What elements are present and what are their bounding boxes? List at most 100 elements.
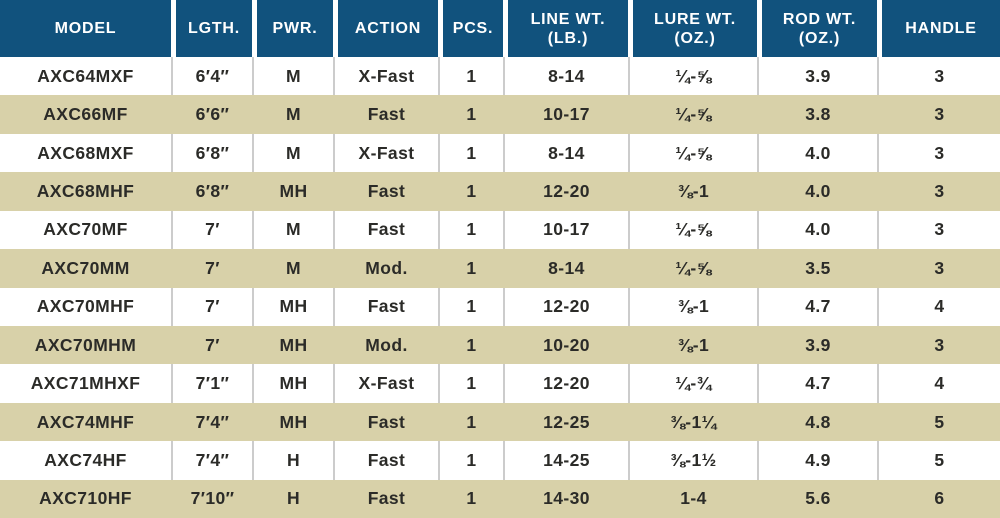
table-row: AXC68MXF 6′8″ M X-Fast 1 8-14 ¼-⅝ 4.0 3 [0, 133, 1000, 173]
cell-action: Fast [333, 402, 438, 442]
cell-pcs: 1 [438, 172, 503, 211]
cell-handle: 4 [877, 364, 1000, 403]
cell-rod-wt-oz: 4.0 [757, 210, 877, 250]
column-header-sublabel: (OZ.) [674, 29, 716, 47]
cell-model: AXC70MM [0, 249, 171, 288]
cell-line-wt-lb: 10-17 [503, 210, 628, 250]
cell-model: AXC710HF [0, 479, 171, 518]
cell-handle: 3 [877, 325, 1000, 365]
column-header-label: ACTION [354, 20, 422, 37]
cell-action: Fast [333, 479, 438, 518]
cell-line-wt-lb: 8-14 [503, 57, 628, 96]
table-row: AXC70MM 7′ M Mod. 1 8-14 ¼-⅝ 3.5 3 [0, 249, 1000, 288]
cell-rod-wt-oz: 4.8 [757, 402, 877, 442]
cell-handle: 3 [877, 249, 1000, 288]
cell-lure-wt-oz: ⅜-1 [628, 172, 757, 211]
cell-line-wt-lb: 8-14 [503, 133, 628, 173]
cell-line-wt-lb: 12-25 [503, 402, 628, 442]
cell-lure-wt-oz: ⅜-1½ [628, 441, 757, 480]
cell-rod-wt-oz: 4.7 [757, 364, 877, 403]
cell-lure-wt-oz: ¼-¾ [628, 364, 757, 403]
table-row: AXC70MF 7′ M Fast 1 10-17 ¼-⅝ 4.0 3 [0, 210, 1000, 250]
cell-lure-wt-oz: ¼-⅝ [628, 133, 757, 173]
cell-handle: 3 [877, 57, 1000, 96]
cell-pcs: 1 [438, 210, 503, 250]
column-header-action: ACTION [333, 0, 438, 57]
cell-action: Fast [333, 441, 438, 480]
cell-pwr: MH [252, 402, 333, 442]
cell-pcs: 1 [438, 441, 503, 480]
cell-model: AXC74MHF [0, 402, 171, 442]
cell-pcs: 1 [438, 133, 503, 173]
column-header-pwr: PWR. [252, 0, 333, 57]
cell-rod-wt-oz: 3.8 [757, 95, 877, 134]
cell-lure-wt-oz: ¼-⅝ [628, 210, 757, 250]
cell-lgth: 6′6″ [171, 95, 252, 134]
table-row: AXC71MHXF 7′1″ MH X-Fast 1 12-20 ¼-¾ 4.7 4 [0, 364, 1000, 403]
column-header-label: MODEL [54, 20, 117, 37]
cell-lgth: 6′8″ [171, 133, 252, 173]
cell-rod-wt-oz: 4.7 [757, 287, 877, 326]
cell-lure-wt-oz: ¼-⅝ [628, 57, 757, 96]
cell-model: AXC70MHM [0, 325, 171, 365]
cell-handle: 3 [877, 133, 1000, 173]
cell-rod-wt-oz: 5.6 [757, 479, 877, 518]
cell-lgth: 7′4″ [171, 441, 252, 480]
cell-lgth: 7′ [171, 210, 252, 250]
cell-action: Mod. [333, 249, 438, 288]
cell-pwr: MH [252, 287, 333, 326]
cell-handle: 3 [877, 210, 1000, 250]
cell-lure-wt-oz: ⅜-1 [628, 325, 757, 365]
cell-pcs: 1 [438, 325, 503, 365]
column-header-label: HANDLE [905, 20, 977, 37]
column-header-model: MODEL [0, 0, 171, 57]
cell-line-wt-lb: 14-30 [503, 479, 628, 518]
cell-line-wt-lb: 12-20 [503, 287, 628, 326]
cell-pcs: 1 [438, 95, 503, 134]
cell-model: AXC64MXF [0, 57, 171, 96]
table-row: AXC710HF 7′10″ H Fast 1 14-30 1-4 5.6 6 [0, 479, 1000, 518]
cell-rod-wt-oz: 4.0 [757, 133, 877, 173]
cell-rod-wt-oz: 3.5 [757, 249, 877, 288]
cell-pcs: 1 [438, 249, 503, 288]
column-header-label: PCS. [452, 20, 494, 37]
cell-pcs: 1 [438, 479, 503, 518]
cell-lure-wt-oz: 1-4 [628, 479, 757, 518]
cell-pcs: 1 [438, 287, 503, 326]
cell-lgth: 7′4″ [171, 402, 252, 442]
cell-handle: 5 [877, 402, 1000, 442]
cell-action: Fast [333, 210, 438, 250]
cell-lgth: 7′ [171, 249, 252, 288]
column-header-label: LINE WT. [530, 10, 606, 28]
cell-line-wt-lb: 12-20 [503, 364, 628, 403]
table-row: AXC74HF 7′4″ H Fast 1 14-25 ⅜-1½ 4.9 5 [0, 441, 1000, 480]
cell-model: AXC68MXF [0, 133, 171, 173]
cell-pwr: H [252, 479, 333, 518]
table-body: AXC64MXF 6′4″ M X-Fast 1 8-14 ¼-⅝ 3.9 3 AXC66MF 6′… [0, 57, 1000, 518]
cell-pwr: M [252, 210, 333, 250]
cell-line-wt-lb: 8-14 [503, 249, 628, 288]
cell-lgth: 7′10″ [171, 479, 252, 518]
cell-lure-wt-oz: ⅜-1¼ [628, 402, 757, 442]
cell-pcs: 1 [438, 57, 503, 96]
table-row: AXC70MHM 7′ MH Mod. 1 10-20 ⅜-1 3.9 3 [0, 325, 1000, 365]
cell-action: Fast [333, 95, 438, 134]
cell-action: X-Fast [333, 57, 438, 96]
cell-handle: 3 [877, 95, 1000, 134]
cell-lgth: 7′1″ [171, 364, 252, 403]
cell-model: AXC68MHF [0, 172, 171, 211]
cell-model: AXC74HF [0, 441, 171, 480]
cell-model: AXC66MF [0, 95, 171, 134]
column-header-line-wt-lb: LINE WT. (LB.) [503, 0, 628, 57]
table-row: AXC70MHF 7′ MH Fast 1 12-20 ⅜-1 4.7 4 [0, 287, 1000, 326]
cell-line-wt-lb: 10-20 [503, 325, 628, 365]
cell-rod-wt-oz: 4.0 [757, 172, 877, 211]
column-header-rod-wt-oz: ROD WT. (OZ.) [757, 0, 877, 57]
cell-lgth: 6′4″ [171, 57, 252, 96]
cell-pwr: M [252, 57, 333, 96]
cell-pwr: MH [252, 172, 333, 211]
cell-lgth: 7′ [171, 325, 252, 365]
table-row: AXC64MXF 6′4″ M X-Fast 1 8-14 ¼-⅝ 3.9 3 [0, 57, 1000, 96]
cell-action: X-Fast [333, 133, 438, 173]
